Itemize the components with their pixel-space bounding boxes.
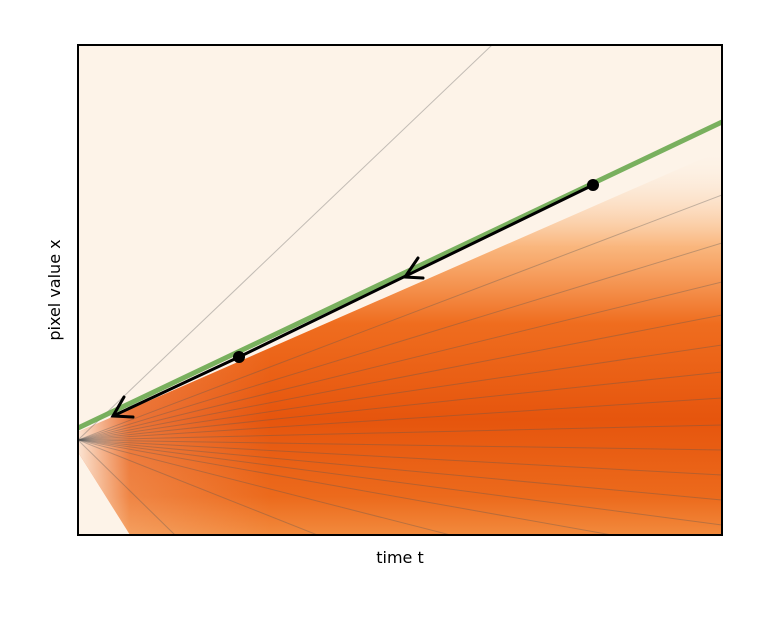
point xyxy=(233,351,245,363)
y-axis-label: pixel value x xyxy=(45,239,64,340)
x-axis-label: time t xyxy=(376,548,424,567)
density-fan xyxy=(78,45,722,535)
trajectory xyxy=(78,119,722,431)
plot-frame xyxy=(77,44,723,536)
reverse-arrow xyxy=(110,183,595,419)
point xyxy=(587,179,599,191)
